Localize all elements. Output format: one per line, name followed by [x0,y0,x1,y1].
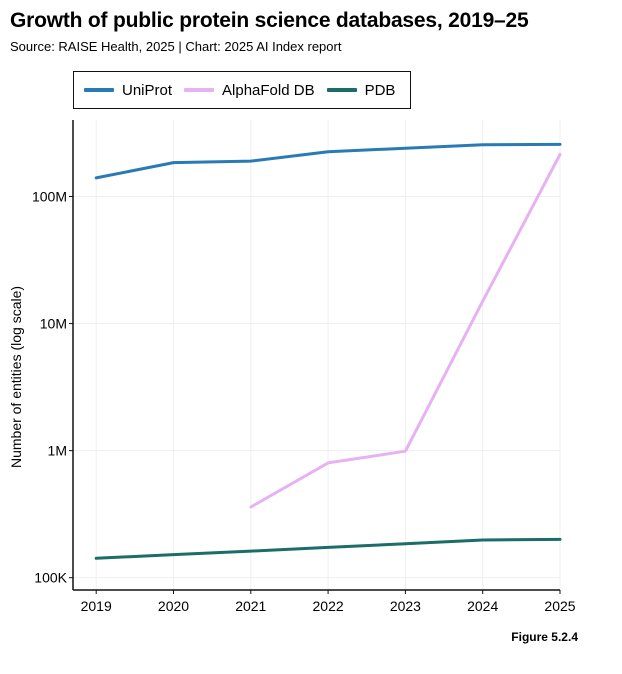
legend-label: UniProt [122,81,173,99]
series-line-alphafold-db [249,153,562,509]
chart-subtitle: Source: RAISE Health, 2025 | Chart: 2025… [10,39,342,54]
y-tick-label: 100M [32,188,67,204]
figure-label: Figure 5.2.4 [511,630,578,644]
x-tick-label: 2022 [313,598,344,614]
series-line-uniprot [94,142,562,180]
label-layer: 2019 2020 2021 2022 2023 2024 2025 100K 1M 10M 100… [8,188,576,614]
y-tick-label: 10M [40,316,67,332]
axis-layer [69,120,561,594]
legend-swatch [84,88,114,92]
legend-item: UniProt [84,82,172,99]
legend-swatch [326,88,357,92]
legend-label: AlphaFold DB [222,81,315,99]
grid-layer [73,120,561,590]
series-line-pdb [94,537,562,560]
chart-legend: UniProt AlphaFold DB PDB [73,71,411,109]
x-tick-label: 2024 [467,598,498,614]
series-layer [94,142,562,560]
y-tick-label: 1M [48,443,67,459]
chart-title: Growth of public protein science databas… [10,9,529,32]
legend-label: PDB [364,81,396,99]
legend-item: AlphaFold DB [184,82,315,99]
y-tick-label: 100K [34,570,67,586]
x-tick-label: 2020 [158,598,189,614]
legend-swatch [184,88,215,92]
x-tick-label: 2021 [235,598,266,614]
legend-item: PDB [326,81,396,99]
x-tick-label: 2025 [544,598,575,614]
y-axis-title: Number of entities (log scale) [8,286,24,468]
x-tick-label: 2023 [390,598,421,614]
x-tick-label: 2019 [81,598,112,614]
